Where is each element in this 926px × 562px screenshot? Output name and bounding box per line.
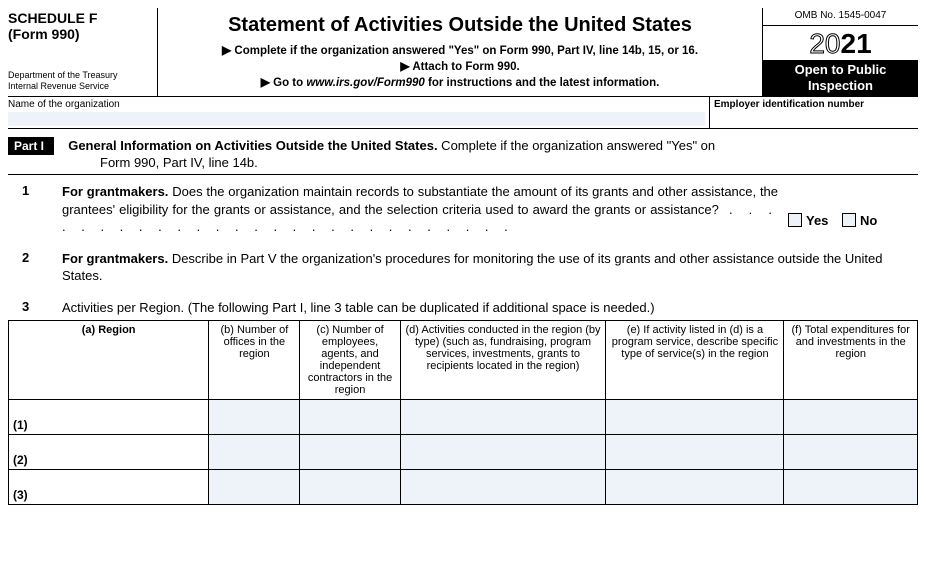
header-left: SCHEDULE F (Form 990) Department of the …: [8, 8, 158, 96]
row3-e[interactable]: [606, 470, 784, 505]
open-line2: Inspection: [763, 78, 918, 94]
header-right: OMB No. 1545-0047 2021 Open to Public In…: [763, 8, 918, 96]
q2-number: 2: [8, 250, 62, 285]
q1-yes-checkbox[interactable]: [788, 213, 802, 227]
ein-cell: Employer identification number: [710, 97, 918, 128]
table-row: (3): [9, 470, 918, 505]
dept-line2: Internal Revenue Service: [8, 81, 153, 92]
org-name-cell: Name of the organization: [8, 97, 710, 128]
part1-subline: Form 990, Part IV, line 14b.: [100, 155, 918, 170]
dept-block: Department of the Treasury Internal Reve…: [8, 70, 153, 92]
table-row: (2): [9, 435, 918, 470]
q3-body: Activities per Region. (The following Pa…: [62, 299, 918, 317]
row2-e[interactable]: [606, 435, 784, 470]
instr-line2: ▶ Attach to Form 990.: [162, 59, 758, 73]
part1-title: General Information on Activities Outsid…: [57, 138, 715, 153]
row1-f[interactable]: [784, 400, 918, 435]
year-bold: 21: [841, 28, 872, 59]
row1-c[interactable]: [300, 400, 400, 435]
ein-label: Employer identification number: [714, 99, 864, 110]
year-outline: 20: [809, 28, 840, 59]
arrow-icon: ▶: [400, 59, 409, 73]
row3-f[interactable]: [784, 470, 918, 505]
q2-lead: For grantmakers.: [62, 251, 168, 266]
org-name-label: Name of the organization: [8, 99, 120, 110]
table-row: (1): [9, 400, 918, 435]
q1-body: For grantmakers. Does the organization m…: [62, 183, 778, 236]
question-2: 2 For grantmakers. Describe in Part V th…: [8, 250, 918, 285]
part1-badge: Part I: [8, 137, 54, 155]
part1-title-tail: Complete if the organization answered "Y…: [438, 138, 716, 153]
col-d-header: (d) Activities conducted in the region (…: [400, 321, 606, 400]
q1-number: 1: [8, 183, 62, 236]
tax-year: 2021: [763, 26, 918, 60]
arrow-icon: ▶: [222, 43, 231, 57]
arrow-icon: ▶: [261, 75, 270, 89]
q1-text: Does the organization maintain records t…: [62, 184, 778, 217]
col-c-header: (c) Number of employees, agents, and ind…: [300, 321, 400, 400]
org-name-input[interactable]: [8, 112, 705, 126]
region-table: (a) Region (b) Number of offices in the …: [8, 320, 918, 505]
row2-f[interactable]: [784, 435, 918, 470]
open-line1: Open to Public: [763, 62, 918, 78]
name-ein-row: Name of the organization Employer identi…: [8, 97, 918, 129]
row2-c[interactable]: [300, 435, 400, 470]
row1-e[interactable]: [606, 400, 784, 435]
dept-line1: Department of the Treasury: [8, 70, 153, 81]
row2-label: (2): [9, 435, 209, 470]
question-3: 3 Activities per Region. (The following …: [8, 299, 918, 317]
row1-label: (1): [9, 400, 209, 435]
row3-b[interactable]: [209, 470, 300, 505]
open-to-public: Open to Public Inspection: [763, 60, 918, 96]
col-a-text: (a) Region: [82, 324, 136, 336]
q1-no-label: No: [860, 213, 877, 228]
q2-text: Describe in Part V the organization's pr…: [62, 251, 882, 284]
q3-number: 3: [8, 299, 62, 317]
q1-checks: Yes No: [778, 183, 918, 236]
question-1: 1 For grantmakers. Does the organization…: [8, 183, 918, 236]
q1-no-checkbox[interactable]: [842, 213, 856, 227]
instr3-link: www.irs.gov/Form990: [306, 77, 424, 89]
instr-line1: ▶ Complete if the organization answered …: [162, 43, 758, 57]
region-table-header: (a) Region (b) Number of offices in the …: [9, 321, 918, 400]
q1-lead: For grantmakers.: [62, 184, 168, 199]
row1-b[interactable]: [209, 400, 300, 435]
omb-number: OMB No. 1545-0047: [763, 8, 918, 26]
row3-label: (3): [9, 470, 209, 505]
col-b-header: (b) Number of offices in the region: [209, 321, 300, 400]
row3-c[interactable]: [300, 470, 400, 505]
form-label: (Form 990): [8, 26, 153, 42]
instr3c: for instructions and the latest informat…: [425, 77, 660, 89]
row2-b[interactable]: [209, 435, 300, 470]
col-f-header: (f) Total expenditures for and investmen…: [784, 321, 918, 400]
q1-yes-label: Yes: [806, 213, 828, 228]
row1-d[interactable]: [400, 400, 606, 435]
part1-header: Part I General Information on Activities…: [8, 137, 918, 175]
form-title: Statement of Activities Outside the Unit…: [162, 14, 758, 37]
instr1-text: Complete if the organization answered "Y…: [234, 45, 698, 57]
header-middle: Statement of Activities Outside the Unit…: [158, 8, 763, 96]
schedule-label: SCHEDULE F: [8, 10, 153, 26]
row3-d[interactable]: [400, 470, 606, 505]
col-e-header: (e) If activity listed in (d) is a progr…: [606, 321, 784, 400]
part1-title-bold: General Information on Activities Outsid…: [68, 138, 437, 153]
row2-d[interactable]: [400, 435, 606, 470]
form-header: SCHEDULE F (Form 990) Department of the …: [8, 8, 918, 97]
q2-body: For grantmakers. Describe in Part V the …: [62, 250, 918, 285]
instr3a: Go to: [273, 77, 306, 89]
instr2-text: Attach to Form 990.: [412, 61, 519, 73]
instr-line3: ▶ Go to www.irs.gov/Form990 for instruct…: [162, 75, 758, 89]
col-a-header: (a) Region: [9, 321, 209, 400]
